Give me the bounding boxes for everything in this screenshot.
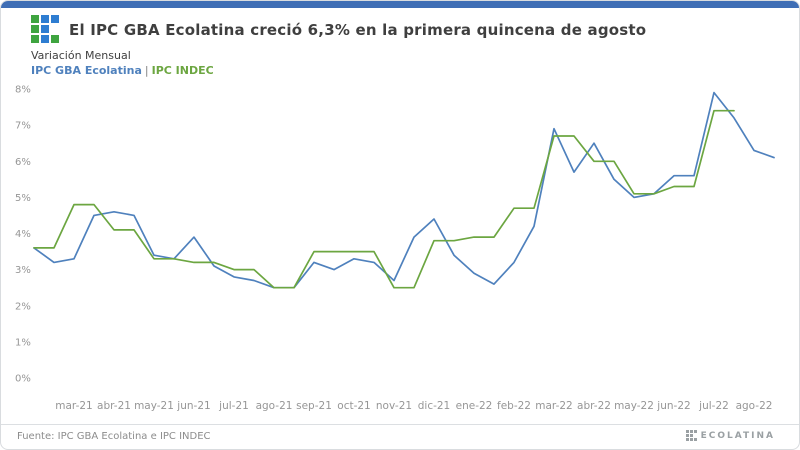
logo-square xyxy=(51,15,59,23)
logo-square xyxy=(41,15,49,23)
x-axis-month-label: ago-21 xyxy=(256,400,293,412)
x-axis-month-label: feb-22 xyxy=(497,400,531,412)
x-axis-month-label: jul-22 xyxy=(698,400,729,412)
brand-mark-square xyxy=(689,430,693,433)
brand-mark-square xyxy=(685,430,689,433)
legend-series-indec: IPC INDEC xyxy=(151,64,214,77)
x-axis-month-label: dic-21 xyxy=(418,400,451,412)
logo-square xyxy=(51,35,59,43)
source-note: Fuente: IPC GBA Ecolatina e IPC INDEC xyxy=(17,431,211,442)
y-axis-tick-label: 5% xyxy=(15,193,31,204)
x-axis-month-label: may-21 xyxy=(134,400,174,412)
x-axis-month-label: jun-21 xyxy=(176,400,210,412)
y-axis-tick-label: 7% xyxy=(15,121,31,132)
x-axis-month-label: abr-22 xyxy=(577,400,611,412)
legend-separator: | xyxy=(144,64,149,77)
logo-square xyxy=(31,15,39,23)
footer-divider xyxy=(1,424,799,425)
x-axis-month-label: jun-22 xyxy=(656,400,690,412)
chart-subtitle: Variación Mensual xyxy=(31,49,131,62)
ecolatina-logo-icon xyxy=(31,15,61,45)
y-axis-tick-label: 8% xyxy=(15,85,31,96)
brand-mark-square xyxy=(693,430,697,433)
brand-mark-square xyxy=(689,434,693,437)
ecolatina-brand-text: ECOLATINA xyxy=(700,430,775,441)
x-axis-month-label: jul-21 xyxy=(218,400,249,412)
y-axis-tick-label: 6% xyxy=(15,157,31,168)
x-axis-month-label: mar-22 xyxy=(535,400,572,412)
logo-square xyxy=(41,35,49,43)
brand-mark-square xyxy=(689,438,693,441)
logo-square xyxy=(31,35,39,43)
chart-legend: IPC GBA Ecolatina | IPC INDEC xyxy=(31,64,214,77)
series-line-indec xyxy=(33,109,735,289)
x-axis-month-label: ene-22 xyxy=(456,400,493,412)
y-axis-tick-label: 4% xyxy=(15,229,31,240)
page-title: El IPC GBA Ecolatina creció 6,3% en la p… xyxy=(69,21,647,39)
ecolatina-mark-icon xyxy=(685,430,697,441)
x-axis-month-label: sep-21 xyxy=(296,400,332,412)
x-axis-month-label: ago-22 xyxy=(736,400,773,412)
logo-square xyxy=(41,25,49,33)
y-axis-tick-label: 0% xyxy=(15,374,31,385)
ecolatina-wordmark: ECOLATINA xyxy=(685,430,775,441)
brand-mark-square xyxy=(685,434,689,437)
brand-mark-square xyxy=(694,434,697,437)
x-axis-month-label: mar-21 xyxy=(55,400,92,412)
x-axis-month-label: may-22 xyxy=(614,400,654,412)
x-axis-month-label: oct-21 xyxy=(337,400,370,412)
logo-square xyxy=(31,25,39,33)
top-accent-bar xyxy=(1,1,799,8)
x-axis-month-label: abr-21 xyxy=(97,400,131,412)
y-axis-tick-label: 2% xyxy=(15,301,31,312)
brand-mark-square xyxy=(685,438,689,441)
y-axis-tick-label: 1% xyxy=(15,337,31,348)
x-axis-month-label: nov-21 xyxy=(376,400,412,412)
brand-mark-square xyxy=(693,438,697,441)
legend-series-ecolatina: IPC GBA Ecolatina xyxy=(31,64,142,77)
y-axis-tick-label: 3% xyxy=(15,265,31,276)
